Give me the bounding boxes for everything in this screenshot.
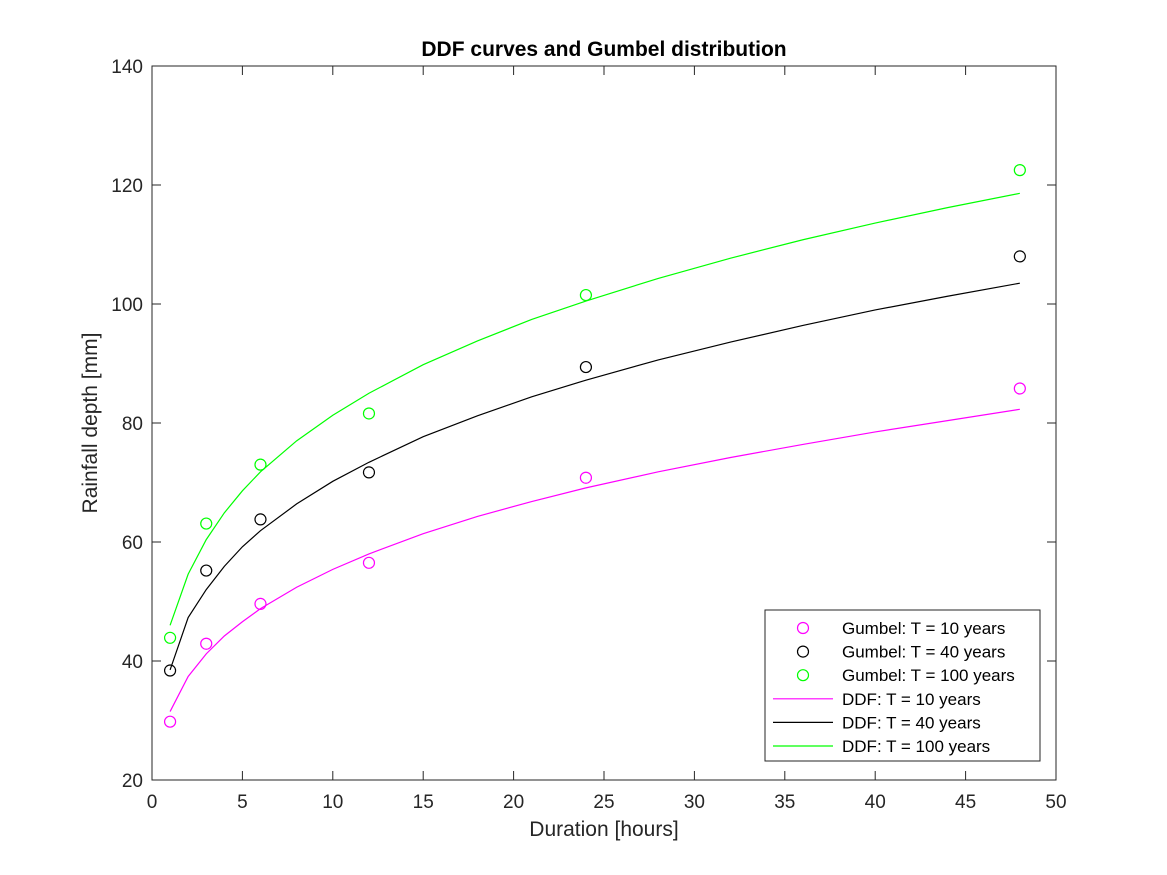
y-tick-label: 100: [111, 295, 143, 316]
legend-label: Gumbel: T = 40 years: [842, 643, 1005, 662]
gumbel-point-2: [362, 407, 376, 420]
legend-label: DDF: T = 100 years: [842, 737, 990, 756]
y-tick-label: 140: [111, 57, 143, 78]
gumbel-point-1: [579, 360, 593, 374]
legend-marker: [796, 669, 810, 682]
gumbel-point-0: [1013, 382, 1026, 395]
gumbel-point-0: [163, 715, 177, 728]
gumbel-point-1: [254, 513, 267, 526]
x-tick-label: 15: [413, 792, 434, 813]
x-tick-label: 0: [147, 792, 158, 813]
legend-entries: Gumbel: T = 10 years Gumbel: T = 40 years…: [773, 619, 1015, 756]
chart-title: DDF curves and Gumbel distribution: [421, 38, 786, 61]
gumbel-point-1: [200, 564, 213, 577]
x-tick-label: 10: [322, 792, 343, 813]
gumbel-point-0: [362, 556, 376, 569]
x-tick-label: 25: [593, 792, 614, 813]
legend-label: Gumbel: T = 10 years: [842, 619, 1005, 638]
x-tick-label: 30: [684, 792, 705, 813]
gumbel-points-group: [163, 164, 1026, 728]
y-tick-label: 40: [122, 652, 143, 673]
y-tick-label: 20: [122, 771, 143, 792]
x-tick-label: 5: [237, 792, 248, 813]
gumbel-point-0: [254, 597, 267, 610]
gumbel-point-2: [200, 517, 213, 530]
gumbel-point-2: [579, 288, 593, 302]
ddf-curve-0: [169, 408, 1020, 712]
legend-label: DDF: T = 40 years: [842, 713, 981, 732]
gumbel-point-2: [163, 631, 177, 644]
gumbel-point-1: [1013, 250, 1026, 263]
y-tick-label: 60: [122, 533, 143, 554]
x-tick-label: 35: [774, 792, 795, 813]
axis-ticks-group: 0 5 10 15 20 25 30 35 40 45 50 20 40 60 80 100 120 140: [111, 57, 1066, 813]
gumbel-point-2: [254, 458, 267, 471]
x-tick-label: 45: [955, 792, 976, 813]
ddf-curves-group: [169, 192, 1020, 712]
legend-marker: [796, 621, 810, 635]
gumbel-point-0: [200, 637, 213, 650]
legend-box: [764, 609, 1041, 762]
y-axis-label: Rainfall depth [mm]: [79, 333, 102, 514]
gumbel-point-1: [163, 664, 177, 677]
gumbel-point-2: [1013, 164, 1026, 177]
ddf-curve-1: [169, 282, 1020, 671]
legend-label: DDF: T = 10 years: [842, 690, 981, 709]
x-tick-label: 40: [865, 792, 886, 813]
gumbel-point-1: [362, 466, 376, 479]
legend-marker: [796, 645, 810, 658]
gumbel-point-0: [579, 471, 593, 484]
x-tick-label: 50: [1045, 792, 1066, 813]
x-tick-label: 20: [503, 792, 524, 813]
y-tick-label: 80: [122, 414, 143, 435]
x-axis-label: Duration [hours]: [529, 818, 678, 841]
legend: Gumbel: T = 10 years Gumbel: T = 40 years…: [764, 609, 1041, 762]
legend-label: Gumbel: T = 100 years: [842, 666, 1015, 685]
y-tick-label: 120: [111, 176, 143, 197]
ddf-curve-2: [169, 192, 1020, 626]
